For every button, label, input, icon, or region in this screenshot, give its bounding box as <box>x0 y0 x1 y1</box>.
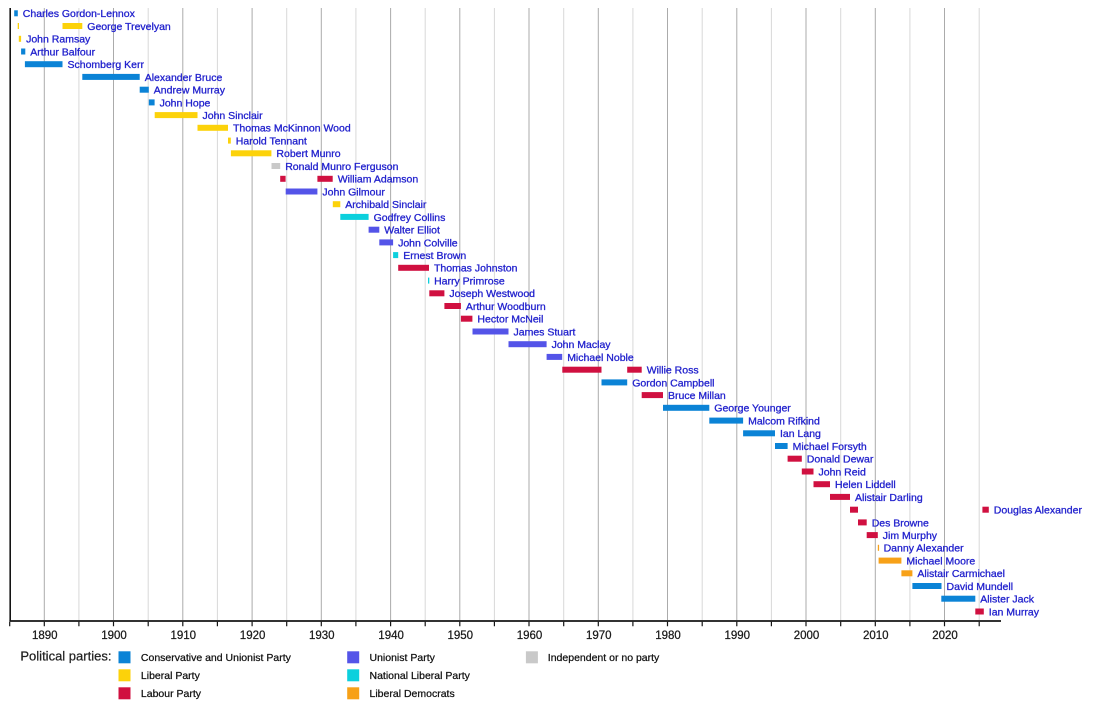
svg-text:Douglas Alexander: Douglas Alexander <box>994 505 1083 517</box>
svg-text:Malcom Rifkind: Malcom Rifkind <box>748 416 820 428</box>
svg-text:Arthur Balfour: Arthur Balfour <box>30 46 95 58</box>
svg-text:Archibald Sinclair: Archibald Sinclair <box>345 199 427 211</box>
svg-text:Andrew Murray: Andrew Murray <box>154 85 226 97</box>
svg-text:Jim Murphy: Jim Murphy <box>883 530 938 542</box>
svg-text:Independent or no party: Independent or no party <box>548 652 660 664</box>
svg-text:John Gilmour: John Gilmour <box>322 186 385 198</box>
svg-text:Labour Party: Labour Party <box>141 688 202 700</box>
svg-text:John Colville: John Colville <box>398 237 458 249</box>
svg-text:Robert Munro: Robert Munro <box>276 148 340 160</box>
svg-text:1890: 1890 <box>32 630 58 642</box>
svg-text:John Maclay: John Maclay <box>552 339 612 351</box>
svg-text:1950: 1950 <box>448 630 474 642</box>
svg-text:William Adamson: William Adamson <box>338 174 419 186</box>
svg-text:Willie Ross: Willie Ross <box>647 365 699 377</box>
svg-text:Alistair Carmichael: Alistair Carmichael <box>917 568 1005 580</box>
svg-text:Donald Dewar: Donald Dewar <box>807 454 874 466</box>
svg-text:Harold Tennant: Harold Tennant <box>236 136 307 148</box>
svg-text:Charles Gordon-Lennox: Charles Gordon-Lennox <box>23 8 136 20</box>
svg-text:Michael Noble: Michael Noble <box>567 352 634 364</box>
svg-text:National Liberal Party: National Liberal Party <box>370 670 471 682</box>
svg-text:Alister Jack: Alister Jack <box>980 594 1034 606</box>
svg-text:Danny Alexander: Danny Alexander <box>884 543 964 555</box>
svg-text:Ian Murray: Ian Murray <box>989 606 1040 618</box>
svg-text:1940: 1940 <box>378 630 404 642</box>
svg-text:Ian Lang: Ian Lang <box>780 428 821 440</box>
svg-text:Hector McNeil: Hector McNeil <box>477 314 543 326</box>
svg-text:Harry Primrose: Harry Primrose <box>434 276 505 288</box>
svg-text:Godfrey Collins: Godfrey Collins <box>374 212 446 224</box>
svg-text:George Trevelyan: George Trevelyan <box>87 21 171 33</box>
svg-text:2010: 2010 <box>863 630 889 642</box>
svg-text:David Mundell: David Mundell <box>947 581 1014 593</box>
svg-text:2020: 2020 <box>932 630 958 642</box>
svg-text:James Stuart: James Stuart <box>514 326 576 338</box>
svg-text:Gordon Campbell: Gordon Campbell <box>632 377 714 389</box>
svg-text:Ernest Brown: Ernest Brown <box>403 250 466 262</box>
svg-text:1930: 1930 <box>309 630 335 642</box>
svg-text:John Hope: John Hope <box>160 97 211 109</box>
svg-text:1980: 1980 <box>655 630 681 642</box>
svg-text:John Ramsay: John Ramsay <box>26 34 91 46</box>
svg-text:Michael Moore: Michael Moore <box>906 556 975 568</box>
svg-text:Bruce Millan: Bruce Millan <box>668 390 726 402</box>
svg-text:Des Browne: Des Browne <box>872 517 929 529</box>
svg-text:Liberal Democrats: Liberal Democrats <box>370 688 455 700</box>
svg-text:Michael Forsyth: Michael Forsyth <box>793 441 867 453</box>
svg-text:Schomberg Kerr: Schomberg Kerr <box>68 59 145 71</box>
svg-text:Joseph Westwood: Joseph Westwood <box>449 288 535 300</box>
svg-text:Alistair Darling: Alistair Darling <box>855 492 923 504</box>
svg-text:Unionist Party: Unionist Party <box>370 652 436 664</box>
svg-text:1920: 1920 <box>240 630 266 642</box>
svg-text:Thomas Johnston: Thomas Johnston <box>434 263 518 275</box>
svg-text:1970: 1970 <box>586 630 612 642</box>
svg-text:2000: 2000 <box>794 630 820 642</box>
svg-text:Walter Elliot: Walter Elliot <box>384 225 440 237</box>
svg-text:Conservative and Unionist Part: Conservative and Unionist Party <box>141 652 292 664</box>
svg-text:George Younger: George Younger <box>714 403 791 415</box>
svg-text:John Reid: John Reid <box>819 466 866 478</box>
svg-text:Political parties:: Political parties: <box>20 649 111 664</box>
svg-text:Helen Liddell: Helen Liddell <box>835 479 896 491</box>
svg-text:1990: 1990 <box>725 630 751 642</box>
svg-text:Liberal Party: Liberal Party <box>141 670 201 682</box>
svg-text:1960: 1960 <box>517 630 543 642</box>
svg-text:1910: 1910 <box>171 630 197 642</box>
svg-text:John Sinclair: John Sinclair <box>203 110 264 122</box>
svg-text:Arthur Woodburn: Arthur Woodburn <box>466 301 546 313</box>
svg-text:1900: 1900 <box>101 630 127 642</box>
svg-text:Alexander Bruce: Alexander Bruce <box>145 72 223 84</box>
svg-text:Ronald Munro Ferguson: Ronald Munro Ferguson <box>285 161 398 173</box>
svg-text:Thomas McKinnon Wood: Thomas McKinnon Wood <box>233 123 351 135</box>
